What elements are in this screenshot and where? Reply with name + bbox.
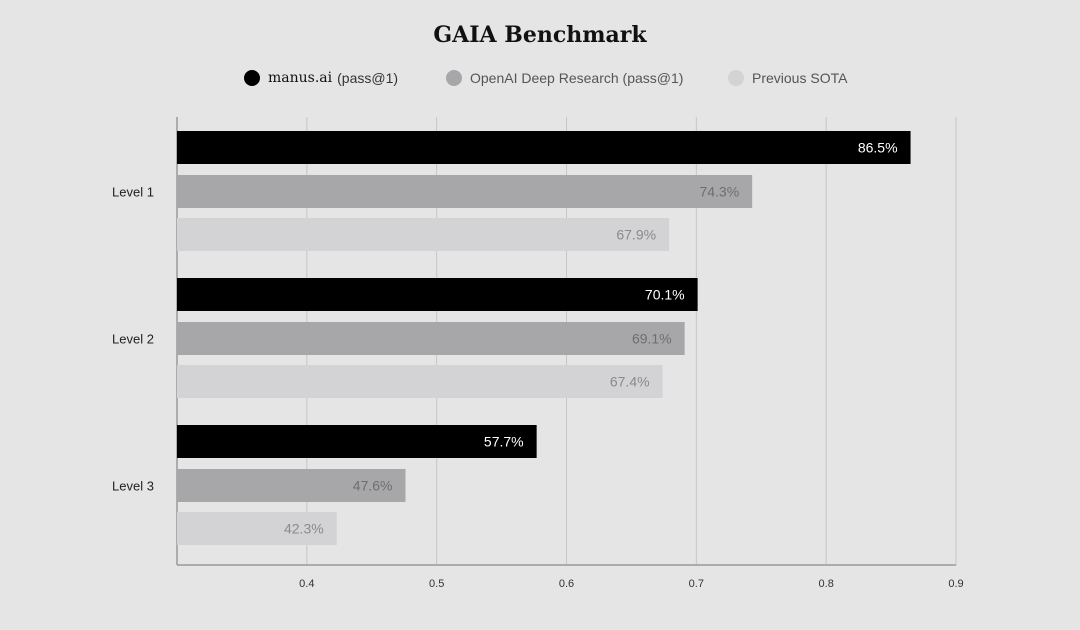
legend-label-manus-suffix: (pass@1): [337, 70, 399, 86]
bar: [177, 469, 406, 502]
chart-title: GAIA Benchmark: [433, 22, 647, 48]
legend-swatch-previous-sota: [728, 70, 744, 86]
legend-label-previous-sota: Previous SOTA: [752, 70, 848, 86]
bar-value-label: 67.9%: [616, 227, 656, 243]
legend: manus.ai (pass@1) OpenAI Deep Research (…: [0, 66, 1080, 90]
bar: [177, 322, 685, 355]
legend-swatch-manus: [244, 70, 260, 86]
category-label: Level 1: [112, 185, 154, 200]
bar: [177, 365, 663, 398]
legend-label-openai: OpenAI Deep Research (pass@1): [470, 70, 684, 86]
bar-value-label: 47.6%: [353, 478, 393, 494]
x-tick-label: 0.4: [299, 578, 314, 590]
legend-item-manus: manus.ai (pass@1): [244, 66, 398, 90]
bar: [177, 131, 911, 164]
legend-item-previous-sota: Previous SOTA: [728, 66, 847, 90]
bar: [177, 512, 337, 545]
category-label: Level 3: [112, 479, 154, 494]
x-tick-label: 0.5: [429, 578, 444, 590]
x-tick-label: 0.7: [689, 578, 704, 590]
x-tick-label: 0.9: [948, 578, 963, 590]
legend-swatch-openai: [446, 70, 462, 86]
legend-label-manus: manus.ai: [268, 70, 333, 86]
x-tick-label: 0.8: [819, 578, 834, 590]
bar-value-label: 74.3%: [699, 184, 739, 200]
legend-item-openai: OpenAI Deep Research (pass@1): [446, 66, 683, 90]
bar-value-label: 69.1%: [632, 331, 672, 347]
category-label: Level 2: [112, 332, 154, 347]
bar-value-label: 67.4%: [610, 374, 650, 390]
bar-value-label: 57.7%: [484, 434, 524, 450]
bar-value-label: 86.5%: [858, 140, 898, 156]
bar-value-label: 42.3%: [284, 521, 324, 537]
x-tick-label: 0.6: [559, 578, 574, 590]
bar: [177, 175, 753, 208]
bar: [177, 425, 537, 458]
bar-value-label: 70.1%: [645, 287, 685, 303]
bar: [177, 278, 698, 311]
bar: [177, 218, 670, 251]
